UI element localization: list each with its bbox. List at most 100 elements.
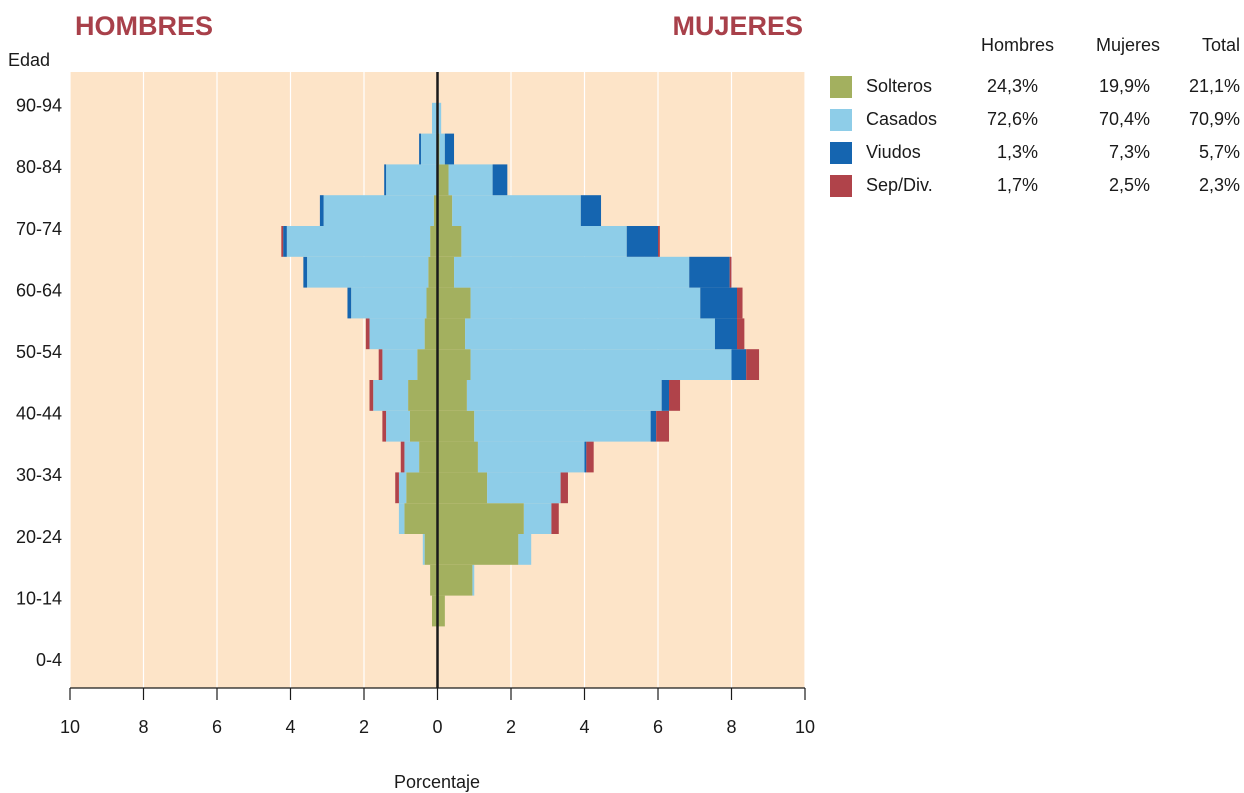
bar-men <box>365 318 370 350</box>
bar-women <box>669 380 681 411</box>
bar-women <box>437 102 442 134</box>
bar-women <box>466 380 662 411</box>
legend-label: Viudos <box>866 142 921 162</box>
bar-women <box>626 226 658 257</box>
y-tick-label: 30-34 <box>16 465 62 485</box>
bar-women <box>437 534 519 565</box>
legend-share: 72,6% <box>987 109 1038 129</box>
bar-women <box>656 410 670 442</box>
bar-women <box>437 318 466 350</box>
bar-men <box>419 133 421 165</box>
bar-men <box>373 380 409 411</box>
legend-share: 2,5% <box>1109 175 1150 195</box>
x-tick-label: 2 <box>359 717 369 737</box>
bar-women <box>586 441 594 473</box>
bar-men <box>406 472 438 504</box>
bar-men <box>420 133 438 165</box>
bar-women <box>452 195 581 226</box>
bar-men <box>430 564 438 596</box>
y-tick-label: 40-44 <box>16 404 62 424</box>
bar-women <box>487 472 561 504</box>
legend-share: 21,1% <box>1189 76 1240 96</box>
bar-women <box>465 318 715 350</box>
bar-women <box>470 349 732 380</box>
bar-women <box>580 195 602 226</box>
bar-women <box>650 410 657 442</box>
bar-men <box>369 318 425 350</box>
x-tick-label: 8 <box>138 717 148 737</box>
bar-men <box>369 380 374 411</box>
bar-women <box>437 287 471 319</box>
bar-women <box>437 503 524 534</box>
bar-men <box>351 287 427 319</box>
legend: Hombres Mujeres Total Solteros 24,3% 19,9% 21,… <box>830 35 1240 197</box>
bar-men <box>398 472 407 504</box>
legend-label: Casados <box>866 109 937 129</box>
bar-women <box>477 441 585 473</box>
bar-women <box>661 380 670 411</box>
bar-women <box>437 472 488 504</box>
x-tick-label: 6 <box>212 717 222 737</box>
bar-women <box>437 226 462 257</box>
legend-share: 19,9% <box>1099 76 1150 96</box>
y-tick-label: 10-14 <box>16 588 62 608</box>
bar-women <box>737 318 745 350</box>
bar-women <box>729 256 732 288</box>
legend-share: 2,3% <box>1199 175 1240 195</box>
bar-women <box>551 503 559 534</box>
bar-men <box>419 441 438 473</box>
bar-women <box>448 164 493 196</box>
bar-women <box>560 472 568 504</box>
legend-column-header: Total <box>1202 35 1240 55</box>
bar-women <box>439 133 445 165</box>
right-title: MUJERES <box>672 11 803 41</box>
bar-women <box>731 349 747 380</box>
legend-column-header: Mujeres <box>1096 35 1160 55</box>
bar-men <box>395 472 399 504</box>
bar-women <box>714 318 738 350</box>
bar-women <box>444 133 455 165</box>
y-tick-label: 0-4 <box>36 650 62 670</box>
bar-men <box>347 287 352 319</box>
bar-women <box>437 380 467 411</box>
bar-women <box>658 226 660 257</box>
x-tick-label: 10 <box>795 717 815 737</box>
bar-women <box>437 441 478 473</box>
bar-women <box>470 287 701 319</box>
bar-men <box>428 256 438 288</box>
x-tick-label: 2 <box>506 717 516 737</box>
bar-women <box>437 564 473 596</box>
bar-men <box>424 534 438 565</box>
y-tick-label: 20-24 <box>16 527 62 547</box>
y-tick-label: 90-94 <box>16 96 62 116</box>
legend-share: 70,9% <box>1189 109 1240 129</box>
bar-men <box>404 503 438 534</box>
bar-men <box>382 349 418 380</box>
legend-share: 24,3% <box>987 76 1038 96</box>
bar-women <box>474 410 651 442</box>
left-title: HOMBRES <box>75 11 213 41</box>
legend-label: Sep/Div. <box>866 175 933 195</box>
y-axis-label: Edad <box>8 50 50 70</box>
y-tick-label: 70-74 <box>16 219 62 239</box>
bar-women <box>437 349 471 380</box>
bar-men <box>430 226 438 257</box>
bar-women <box>461 226 627 257</box>
x-tick-label: 6 <box>653 717 663 737</box>
x-tick-label: 4 <box>579 717 589 737</box>
legend-label: Solteros <box>866 76 932 96</box>
bar-women <box>584 441 587 473</box>
x-tick-label: 10 <box>60 717 80 737</box>
x-tick-label: 0 <box>432 717 442 737</box>
x-axis-label: Porcentaje <box>394 772 480 792</box>
bar-women <box>472 564 475 596</box>
bar-men <box>286 226 431 257</box>
bar-women <box>454 256 690 288</box>
bar-women <box>437 595 445 627</box>
bar-women <box>492 164 508 196</box>
bar-men <box>431 595 438 627</box>
x-tick-label: 4 <box>285 717 295 737</box>
bar-men <box>382 410 387 442</box>
bar-men <box>323 195 434 226</box>
